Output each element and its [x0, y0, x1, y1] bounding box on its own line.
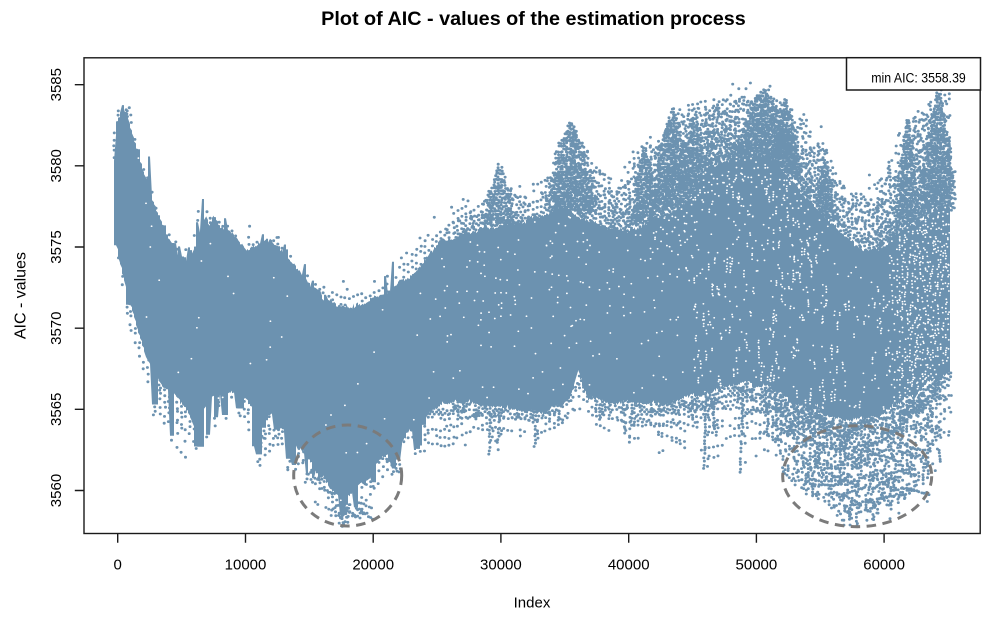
svg-text:10000: 10000 [225, 557, 267, 574]
svg-text:3575: 3575 [48, 230, 65, 263]
svg-text:60000: 60000 [863, 557, 905, 574]
svg-text:Plot of AIC - values of the es: Plot of AIC - values of the estimation p… [321, 8, 746, 30]
svg-text:40000: 40000 [608, 557, 650, 574]
svg-text:Index: Index [514, 595, 551, 612]
svg-text:3580: 3580 [48, 149, 65, 182]
svg-text:min AIC: 3558.39: min AIC: 3558.39 [871, 71, 966, 86]
svg-text:50000: 50000 [736, 557, 778, 574]
svg-text:AIC - values: AIC - values [13, 252, 30, 339]
svg-text:3570: 3570 [48, 312, 65, 345]
svg-text:3565: 3565 [48, 393, 65, 426]
svg-text:0: 0 [114, 557, 122, 574]
svg-text:20000: 20000 [352, 557, 394, 574]
svg-text:3585: 3585 [48, 68, 65, 101]
svg-text:30000: 30000 [480, 557, 522, 574]
svg-text:3560: 3560 [48, 474, 65, 507]
